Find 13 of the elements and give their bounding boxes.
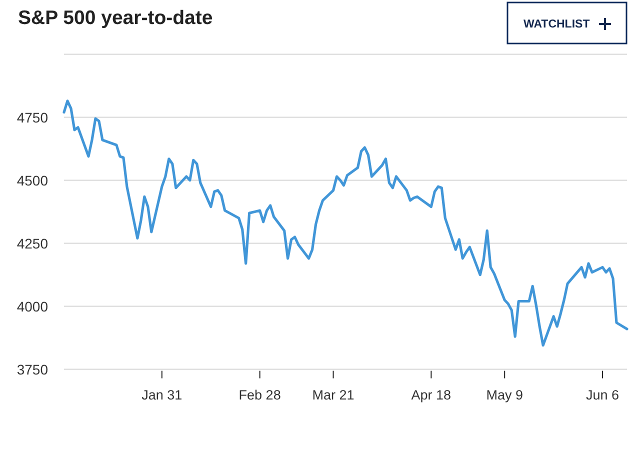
y-tick-label: 3750: [16, 361, 48, 378]
x-tick-label: Apr 18: [411, 387, 452, 402]
y-tick-label: 4750: [16, 109, 48, 126]
text: WATCHLIST: [524, 18, 590, 30]
x-tick-label: Mar 21: [312, 387, 354, 402]
x-tick-label: May 9: [486, 387, 523, 402]
chart-title: S&P 500 year-to-date: [18, 7, 213, 29]
y-tick-label: 4000: [16, 298, 48, 314]
x-tick-label: Jun 6: [586, 387, 620, 402]
y-tick-label: 4250: [16, 235, 48, 252]
y-tick-label: 4500: [16, 172, 48, 188]
x-tick-label: Feb 28: [238, 387, 281, 402]
x-tick-label: Jan 31: [142, 387, 182, 402]
